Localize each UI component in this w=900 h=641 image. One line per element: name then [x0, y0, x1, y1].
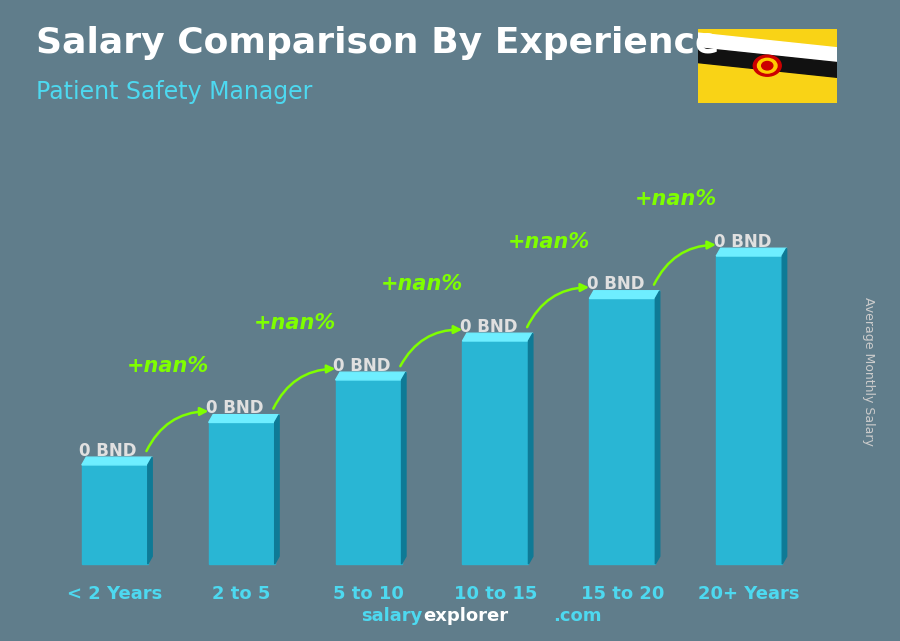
Text: +nan%: +nan% — [508, 232, 590, 252]
Text: 0 BND: 0 BND — [79, 442, 137, 460]
Text: 0 BND: 0 BND — [333, 356, 391, 374]
Text: 2 to 5: 2 to 5 — [212, 585, 271, 603]
Polygon shape — [148, 457, 152, 564]
Polygon shape — [698, 48, 837, 78]
Polygon shape — [463, 333, 533, 341]
Text: +nan%: +nan% — [127, 356, 209, 376]
Polygon shape — [782, 248, 787, 564]
Polygon shape — [336, 372, 406, 380]
Text: 0 BND: 0 BND — [714, 233, 771, 251]
Circle shape — [758, 58, 777, 73]
Text: explorer: explorer — [423, 607, 508, 625]
Text: 10 to 15: 10 to 15 — [454, 585, 537, 603]
Text: salary: salary — [362, 607, 423, 625]
Bar — [463, 341, 528, 564]
Polygon shape — [716, 248, 787, 256]
Bar — [82, 465, 148, 564]
Text: +nan%: +nan% — [634, 189, 716, 210]
Polygon shape — [590, 291, 660, 299]
Text: Average Monthly Salary: Average Monthly Salary — [862, 297, 875, 446]
Text: 0 BND: 0 BND — [460, 318, 518, 336]
Text: +nan%: +nan% — [254, 313, 336, 333]
Text: Patient Safety Manager: Patient Safety Manager — [36, 80, 312, 104]
Text: Salary Comparison By Experience: Salary Comparison By Experience — [36, 26, 719, 60]
Text: 0 BND: 0 BND — [587, 275, 644, 293]
Text: 15 to 20: 15 to 20 — [580, 585, 664, 603]
Polygon shape — [209, 415, 279, 422]
Bar — [590, 299, 655, 564]
Polygon shape — [274, 415, 279, 564]
Text: 5 to 10: 5 to 10 — [333, 585, 404, 603]
Polygon shape — [401, 372, 406, 564]
Bar — [336, 380, 401, 564]
Polygon shape — [82, 457, 152, 465]
Polygon shape — [528, 333, 533, 564]
Polygon shape — [698, 33, 837, 63]
Polygon shape — [655, 291, 660, 564]
Text: < 2 Years: < 2 Years — [68, 585, 162, 603]
Bar — [716, 256, 782, 564]
Bar — [209, 422, 274, 564]
Text: 0 BND: 0 BND — [206, 399, 264, 417]
Circle shape — [753, 55, 781, 76]
Text: .com: .com — [554, 607, 602, 625]
Circle shape — [761, 62, 773, 70]
Text: +nan%: +nan% — [381, 274, 463, 294]
Text: 20+ Years: 20+ Years — [698, 585, 800, 603]
